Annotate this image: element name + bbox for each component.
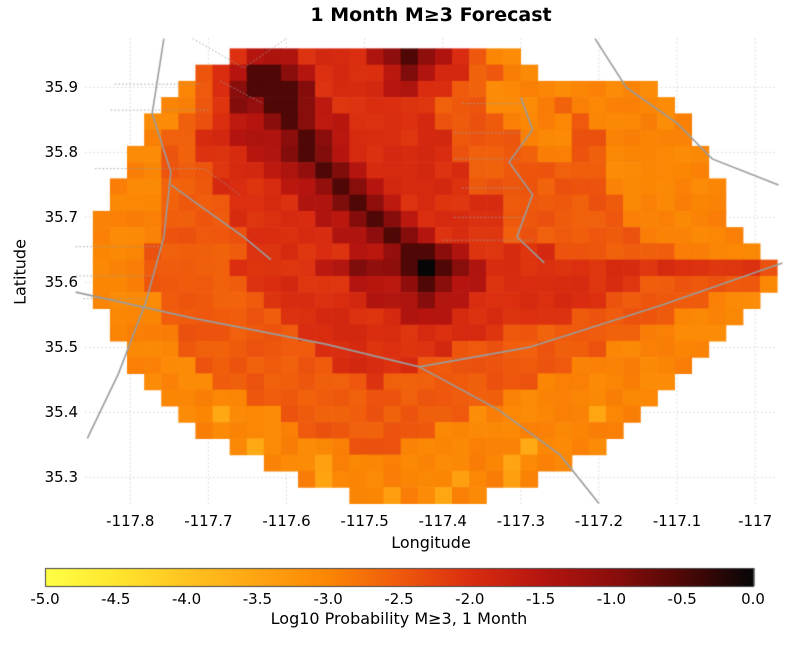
x-tick-label: -117.8 [106, 512, 155, 530]
colorbar-label: Log10 Probability M≥3, 1 Month [270, 609, 528, 628]
y-tick-label: 35.3 [44, 468, 78, 487]
x-tick-label: -117.3 [496, 512, 545, 530]
colorbar-tick-label: -2.5 [384, 590, 414, 608]
y-tick-label: 35.8 [44, 143, 78, 162]
y-tick-label: 35.6 [44, 273, 78, 292]
colorbar-tick-label: -5.0 [30, 590, 60, 608]
colorbar-tick-label: -1.0 [596, 590, 627, 608]
colorbar-tick-label: -4.0 [171, 590, 202, 608]
colorbar-tick-label: -3.5 [242, 590, 273, 608]
colorbar-tick-label: -3.0 [313, 590, 343, 608]
y-tick-label: 35.5 [44, 338, 78, 357]
colorbar-tick-label: 0.0 [741, 590, 765, 608]
x-tick-label: -117.5 [340, 512, 389, 530]
colorbar-tick-label: -1.5 [525, 590, 556, 608]
x-tick-label: -117.2 [574, 512, 624, 530]
chart-title: 1 Month M≥3 Forecast [310, 4, 552, 26]
x-tick-label: -117.4 [418, 512, 467, 530]
x-tick-label: -117.1 [652, 512, 702, 530]
y-tick-label: 35.9 [44, 78, 78, 97]
x-axis-label: Longitude [391, 533, 471, 552]
y-axis-label: Latitude [10, 239, 30, 305]
colorbar-tick-label: -4.5 [101, 590, 131, 608]
x-tick-label: -117 [738, 512, 773, 530]
y-tick-label: 35.7 [44, 208, 78, 227]
colorbar-tick-label: -0.5 [667, 590, 697, 608]
colorbar-tick-label: -2.0 [455, 590, 485, 608]
y-tick-label: 35.4 [44, 403, 78, 422]
x-tick-label: -117.7 [184, 512, 233, 530]
x-tick-label: -117.6 [262, 512, 311, 530]
